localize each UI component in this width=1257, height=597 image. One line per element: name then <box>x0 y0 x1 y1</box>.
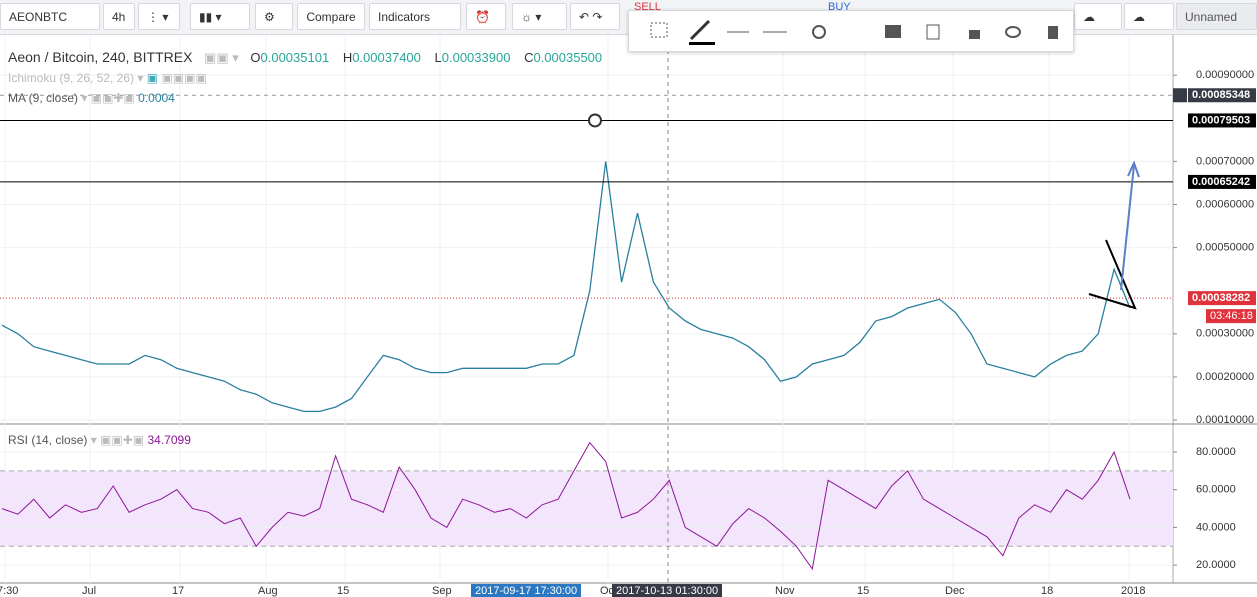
countdown: 03:46:18 <box>1210 310 1253 322</box>
plus-button <box>1173 88 1187 103</box>
background-tool[interactable] <box>885 25 901 38</box>
y-tick-label: 0.00020000 <box>1196 371 1254 383</box>
y-tick-label: 0.00050000 <box>1196 242 1254 254</box>
color-swatch[interactable] <box>689 42 715 45</box>
main-legend: Aeon / Bitcoin, 240, BITTREX ▣▣ ▾ O0.000… <box>8 49 603 65</box>
ohlc-value: 0.00035500 <box>533 50 603 65</box>
rsi-band <box>0 470 1173 547</box>
ohlc-value: 0.00037400 <box>352 50 421 65</box>
chart-style-button[interactable]: ▮▮ ▾ <box>190 3 250 30</box>
rsi-value: 34.7099 <box>147 433 191 447</box>
visibility-tool[interactable] <box>1005 26 1021 38</box>
delete-tool[interactable] <box>1048 26 1058 39</box>
y-tick-label: 0.00030000 <box>1196 328 1254 340</box>
ma-legend: MA (9, close) ▾ ▣▣✚▣ 0.0004 <box>8 91 175 105</box>
date-label: 2017-10-13 01:30:00 <box>616 585 718 597</box>
x-tick-label: Aug <box>258 585 278 597</box>
x-tick-label: Sep <box>432 585 452 597</box>
settings-button[interactable]: ⚙ <box>255 3 293 30</box>
y-tick-label: 0.00010000 <box>1196 414 1254 426</box>
indicators-button[interactable]: Indicators <box>369 3 461 30</box>
ma-value: 0.0004 <box>138 91 175 105</box>
price-label-box <box>1188 113 1256 128</box>
indicator-name: RSI (14, close) <box>8 433 88 447</box>
alert-button[interactable]: ⏰ <box>466 3 506 30</box>
price-label-box <box>1188 174 1256 189</box>
compare-button[interactable]: Compare <box>297 3 365 30</box>
indicator-name: MA (9, close) <box>8 91 79 105</box>
ohlc-value: 0.00033900 <box>441 50 511 65</box>
cloud-load-button[interactable]: ☁ <box>1074 3 1122 30</box>
cloud-save-button[interactable]: ☁ <box>1124 3 1174 30</box>
select-tool[interactable] <box>650 22 668 38</box>
x-tick-label: 17 <box>172 585 184 597</box>
price-label-box <box>1188 291 1256 306</box>
price-label: 0.00065242 <box>1192 176 1250 188</box>
price-label-box <box>1188 88 1256 103</box>
ohlc-key: L <box>434 50 442 65</box>
countdown-box <box>1206 309 1256 324</box>
y-tick-label: 80.0000 <box>1196 446 1236 458</box>
drawing-anchor <box>588 113 602 128</box>
y-tick-label: 0.00060000 <box>1196 198 1254 210</box>
theme-button[interactable]: ☼ ▾ <box>512 3 567 30</box>
price-label: 0.00085348 <box>1192 89 1250 101</box>
chart-title: Aeon / Bitcoin, 240, BITTREX <box>8 49 193 65</box>
arrow-drawing <box>1120 164 1135 291</box>
drawing-toolbar <box>628 10 1074 52</box>
ohlc-key: H <box>342 50 353 65</box>
clone-tool[interactable] <box>926 24 940 40</box>
price-label: 0.00038282 <box>1192 292 1250 304</box>
y-tick-label: 0.00090000 <box>1196 69 1254 81</box>
layout-name[interactable]: Unnamed <box>1176 3 1257 30</box>
y-tick-label: 0.00070000 <box>1196 155 1254 167</box>
triangle-drawing <box>1088 239 1137 310</box>
arrow-head <box>1127 160 1140 178</box>
x-tick-label: Nov <box>775 585 795 597</box>
undo-button[interactable]: ↶ ↷ <box>570 3 620 30</box>
rsi-line <box>1 441 1131 571</box>
x-tick-label: 18 <box>1041 585 1053 597</box>
symbol-input[interactable]: AEONBTC <box>0 3 100 30</box>
y-tick-label: 40.0000 <box>1196 521 1236 533</box>
price-line <box>1 161 1131 413</box>
rsi-legend: RSI (14, close) ▾ ▣▣✚▣ 34.7099 <box>8 433 191 447</box>
drawing-tools <box>650 19 1058 45</box>
date-label-box <box>471 584 581 597</box>
indicator-name: Ichimoku (9, 26, 52, 26) <box>8 71 135 85</box>
ichimoku-legend: Ichimoku (9, 26, 52, 26) ▾ ▣ ▣▣▣▣ <box>8 71 207 85</box>
x-tick-label: 2018 <box>1121 585 1145 597</box>
x-tick-label: 7:30 <box>0 585 18 597</box>
y-tick-label: 60.0000 <box>1196 484 1236 496</box>
lock-tool[interactable] <box>969 30 980 39</box>
ohlc-key: O <box>250 50 261 65</box>
x-tick-label: Jul <box>82 585 96 597</box>
interval-menu[interactable]: ⋮ ▾ <box>138 3 180 30</box>
date-label-box <box>612 584 722 597</box>
ohlc-value: 0.00035101 <box>260 50 330 65</box>
interval-button[interactable]: 4h <box>103 3 135 30</box>
date-label: 2017-09-17 17:30:00 <box>475 585 577 597</box>
x-tick-label: Dec <box>945 585 965 597</box>
pencil-tool[interactable] <box>689 19 711 41</box>
settings-tool[interactable] <box>812 25 826 39</box>
x-tick-label: 15 <box>857 585 869 597</box>
y-tick-label: 20.0000 <box>1196 559 1236 571</box>
ohlc-key: C <box>524 50 534 65</box>
price-label: 0.00079503 <box>1192 114 1250 126</box>
x-tick-label: 15 <box>337 585 349 597</box>
